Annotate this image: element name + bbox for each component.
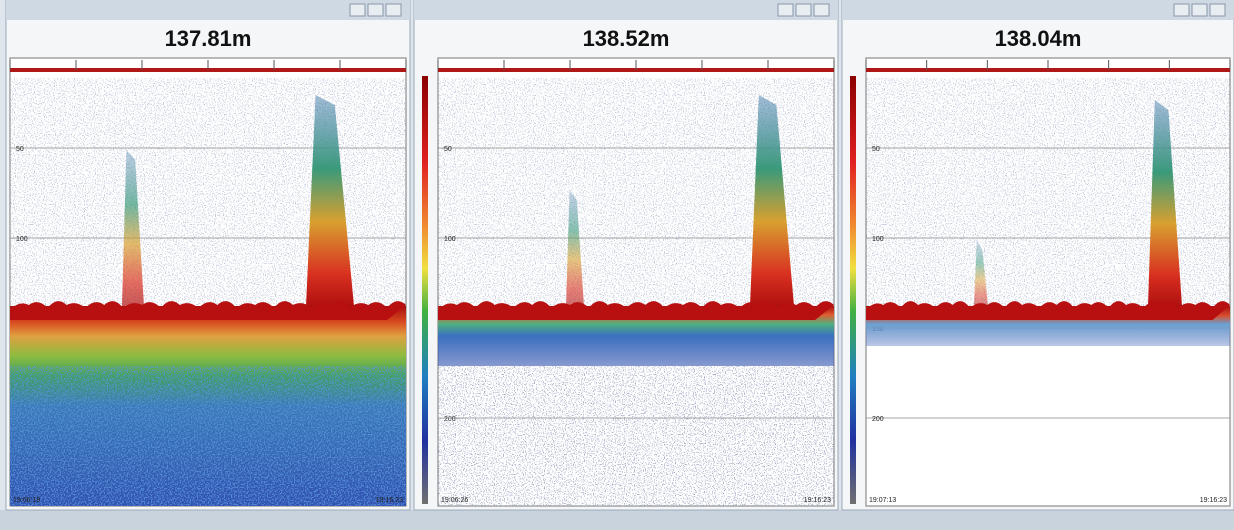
depth-label: 100 [444,236,456,243]
window-titlebar [6,0,410,20]
page: {"windows": [ {"depth": "137.81m", "star… [0,0,1234,530]
window-button[interactable] [796,4,811,16]
window-button[interactable] [386,4,401,16]
end-time: 19:16:23 [376,497,403,504]
window-button[interactable] [1210,4,1225,16]
depth-label: 50 [444,146,452,153]
depth-readout: 137.81m [165,26,252,51]
color-scale [850,76,856,504]
depth-label: 50 [872,146,880,153]
end-time: 19:16:23 [1200,497,1227,504]
depth-label: 100 [872,236,884,243]
depth-readout: 138.52m [583,26,670,51]
window-button[interactable] [778,4,793,16]
start-time: 19:07:13 [869,497,896,504]
color-scale [422,76,428,504]
depth-label: 200 [872,416,884,423]
screen: 137.81m5010015020019:06:1919:16:23138.52… [0,0,1234,530]
window-titlebar [414,0,838,20]
window-button[interactable] [814,4,829,16]
depth-readout: 138.04m [995,26,1082,51]
sub-bottom-noise [10,366,406,506]
window-button[interactable] [1192,4,1207,16]
window-button[interactable] [368,4,383,16]
window-button[interactable] [350,4,365,16]
sub-bottom-noise [438,366,834,506]
start-time: 19:06:19 [13,497,40,504]
window-button[interactable] [1174,4,1189,16]
taskbar [0,510,1234,530]
depth-label: 100 [16,236,28,243]
depth-label: 50 [16,146,24,153]
end-time: 19:16:23 [804,497,831,504]
start-time: 19:06:26 [441,497,468,504]
